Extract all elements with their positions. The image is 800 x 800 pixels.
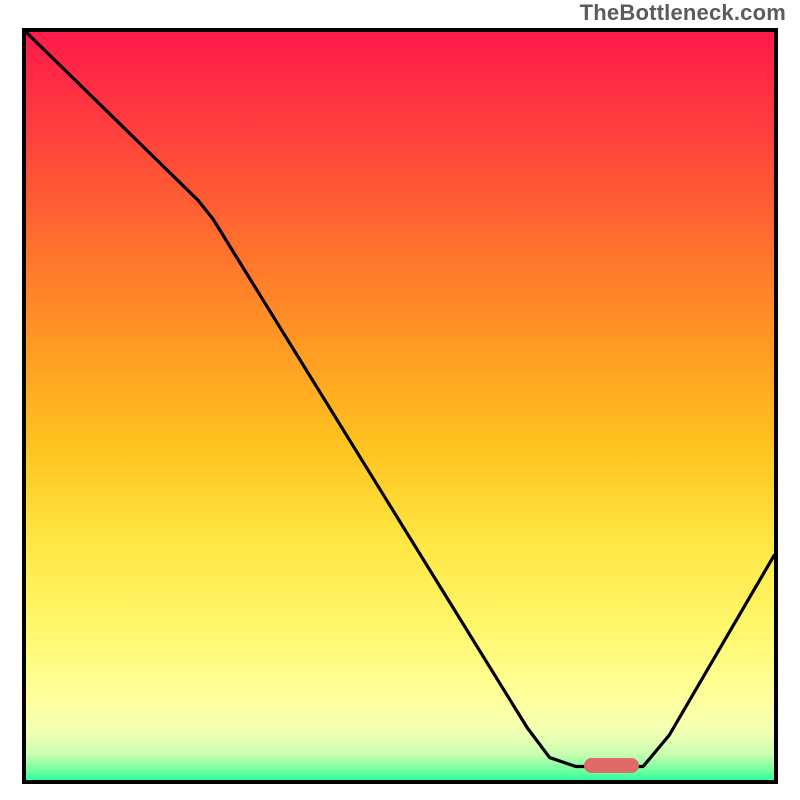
- optimal-marker: [584, 758, 639, 773]
- bottleneck-curve: [26, 32, 774, 780]
- watermark-text: TheBottleneck.com: [580, 0, 786, 26]
- chart-canvas: TheBottleneck.com: [0, 0, 800, 800]
- curve-path: [26, 32, 774, 767]
- plot-frame: [22, 28, 778, 784]
